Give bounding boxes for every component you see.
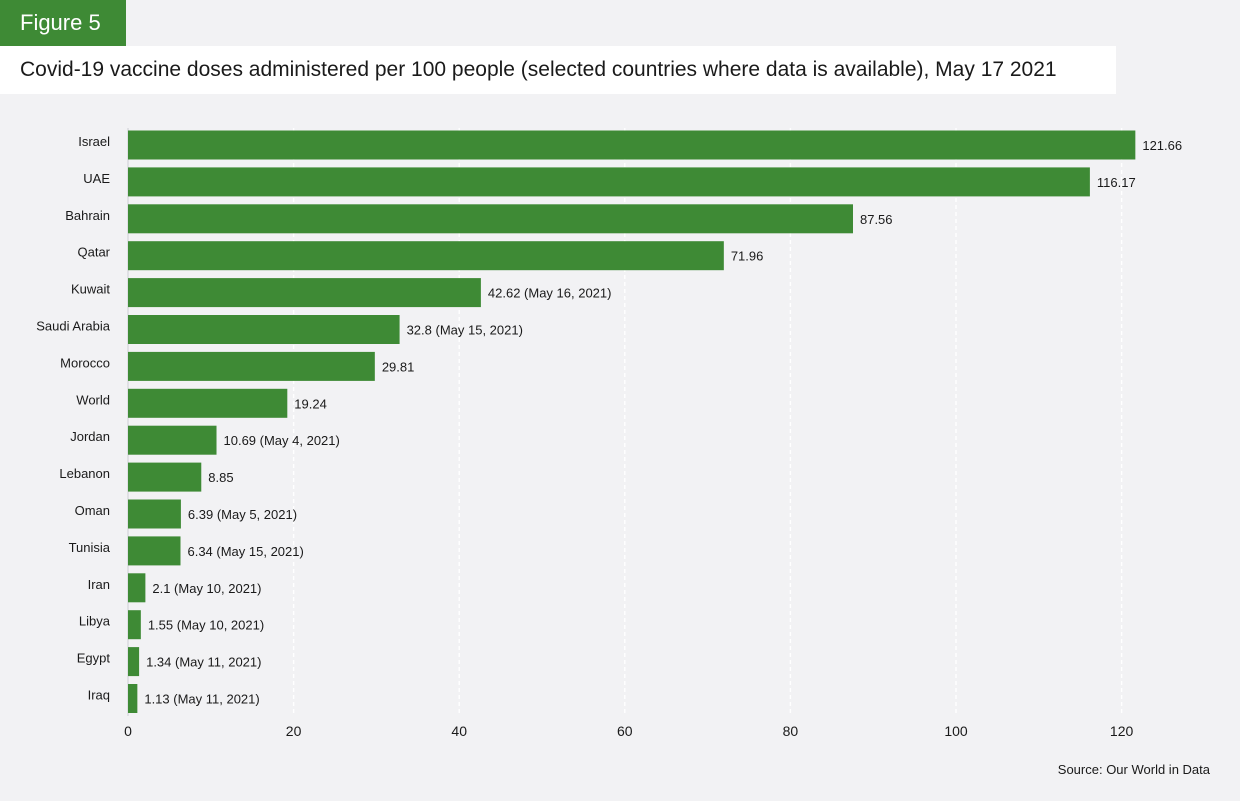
x-tick-label: 100 xyxy=(944,723,968,739)
bar xyxy=(128,278,481,308)
bars xyxy=(128,130,1136,713)
data-label: 8.85 xyxy=(208,470,233,485)
category-label: Qatar xyxy=(77,245,110,260)
category-label: Kuwait xyxy=(71,282,110,297)
bar xyxy=(128,388,288,418)
category-label: Tunisia xyxy=(69,540,111,555)
category-label: Jordan xyxy=(70,429,110,444)
bar xyxy=(128,130,1136,160)
category-label: Israel xyxy=(78,134,110,149)
x-tick-label: 80 xyxy=(783,723,799,739)
category-label: Oman xyxy=(75,503,110,518)
category-label: Bahrain xyxy=(65,208,110,223)
category-label: Iran xyxy=(88,577,110,592)
category-label: Egypt xyxy=(77,651,111,666)
data-label: 42.62 (May 16, 2021) xyxy=(488,286,612,301)
data-label: 87.56 xyxy=(860,212,893,227)
figure-label: Figure 5 xyxy=(0,0,126,46)
x-tick-label: 20 xyxy=(286,723,302,739)
x-tick-label: 120 xyxy=(1110,723,1134,739)
x-tick-label: 40 xyxy=(451,723,467,739)
data-label: 1.34 (May 11, 2021) xyxy=(146,655,261,670)
bar xyxy=(128,647,140,677)
data-label: 2.1 (May 10, 2021) xyxy=(152,581,261,596)
data-label: 1.55 (May 10, 2021) xyxy=(148,618,264,633)
bar xyxy=(128,573,146,603)
data-label: 19.24 xyxy=(294,396,327,411)
data-label: 116.17 xyxy=(1097,175,1136,190)
x-tick-label: 60 xyxy=(617,723,633,739)
bar xyxy=(128,684,138,713)
category-label: Morocco xyxy=(60,355,110,370)
category-label: UAE xyxy=(83,171,110,186)
category-label: Iraq xyxy=(88,688,110,703)
labels: 0 20 40 60 80 100 120 Israel 121.66 UAE 116.17 Bahr… xyxy=(36,134,1182,739)
data-label: 121.66 xyxy=(1142,138,1182,153)
bar xyxy=(128,536,181,566)
bar xyxy=(128,241,724,271)
bar xyxy=(128,315,400,344)
bar xyxy=(128,610,141,640)
source-note: Source: Our World in Data xyxy=(1057,762,1210,777)
data-label: 6.39 (May 5, 2021) xyxy=(188,507,297,522)
bar xyxy=(128,462,202,492)
bar xyxy=(128,204,853,234)
x-tick-label: 0 xyxy=(124,723,132,739)
category-label: World xyxy=(76,392,110,407)
data-label: 10.69 (May 4, 2021) xyxy=(224,433,340,448)
bar xyxy=(128,499,181,529)
bar xyxy=(128,425,217,455)
data-label: 29.81 xyxy=(382,359,415,374)
category-label: Lebanon xyxy=(59,466,110,481)
data-label: 6.34 (May 15, 2021) xyxy=(187,544,303,559)
category-label: Libya xyxy=(79,614,111,629)
bar xyxy=(128,167,1090,197)
data-label: 1.13 (May 11, 2021) xyxy=(144,692,259,707)
chart-title: Covid-19 vaccine doses administered per … xyxy=(0,46,1116,94)
bar xyxy=(128,351,375,381)
data-label: 32.8 (May 15, 2021) xyxy=(407,323,523,338)
category-label: Saudi Arabia xyxy=(36,319,110,334)
data-label: 71.96 xyxy=(731,249,764,264)
